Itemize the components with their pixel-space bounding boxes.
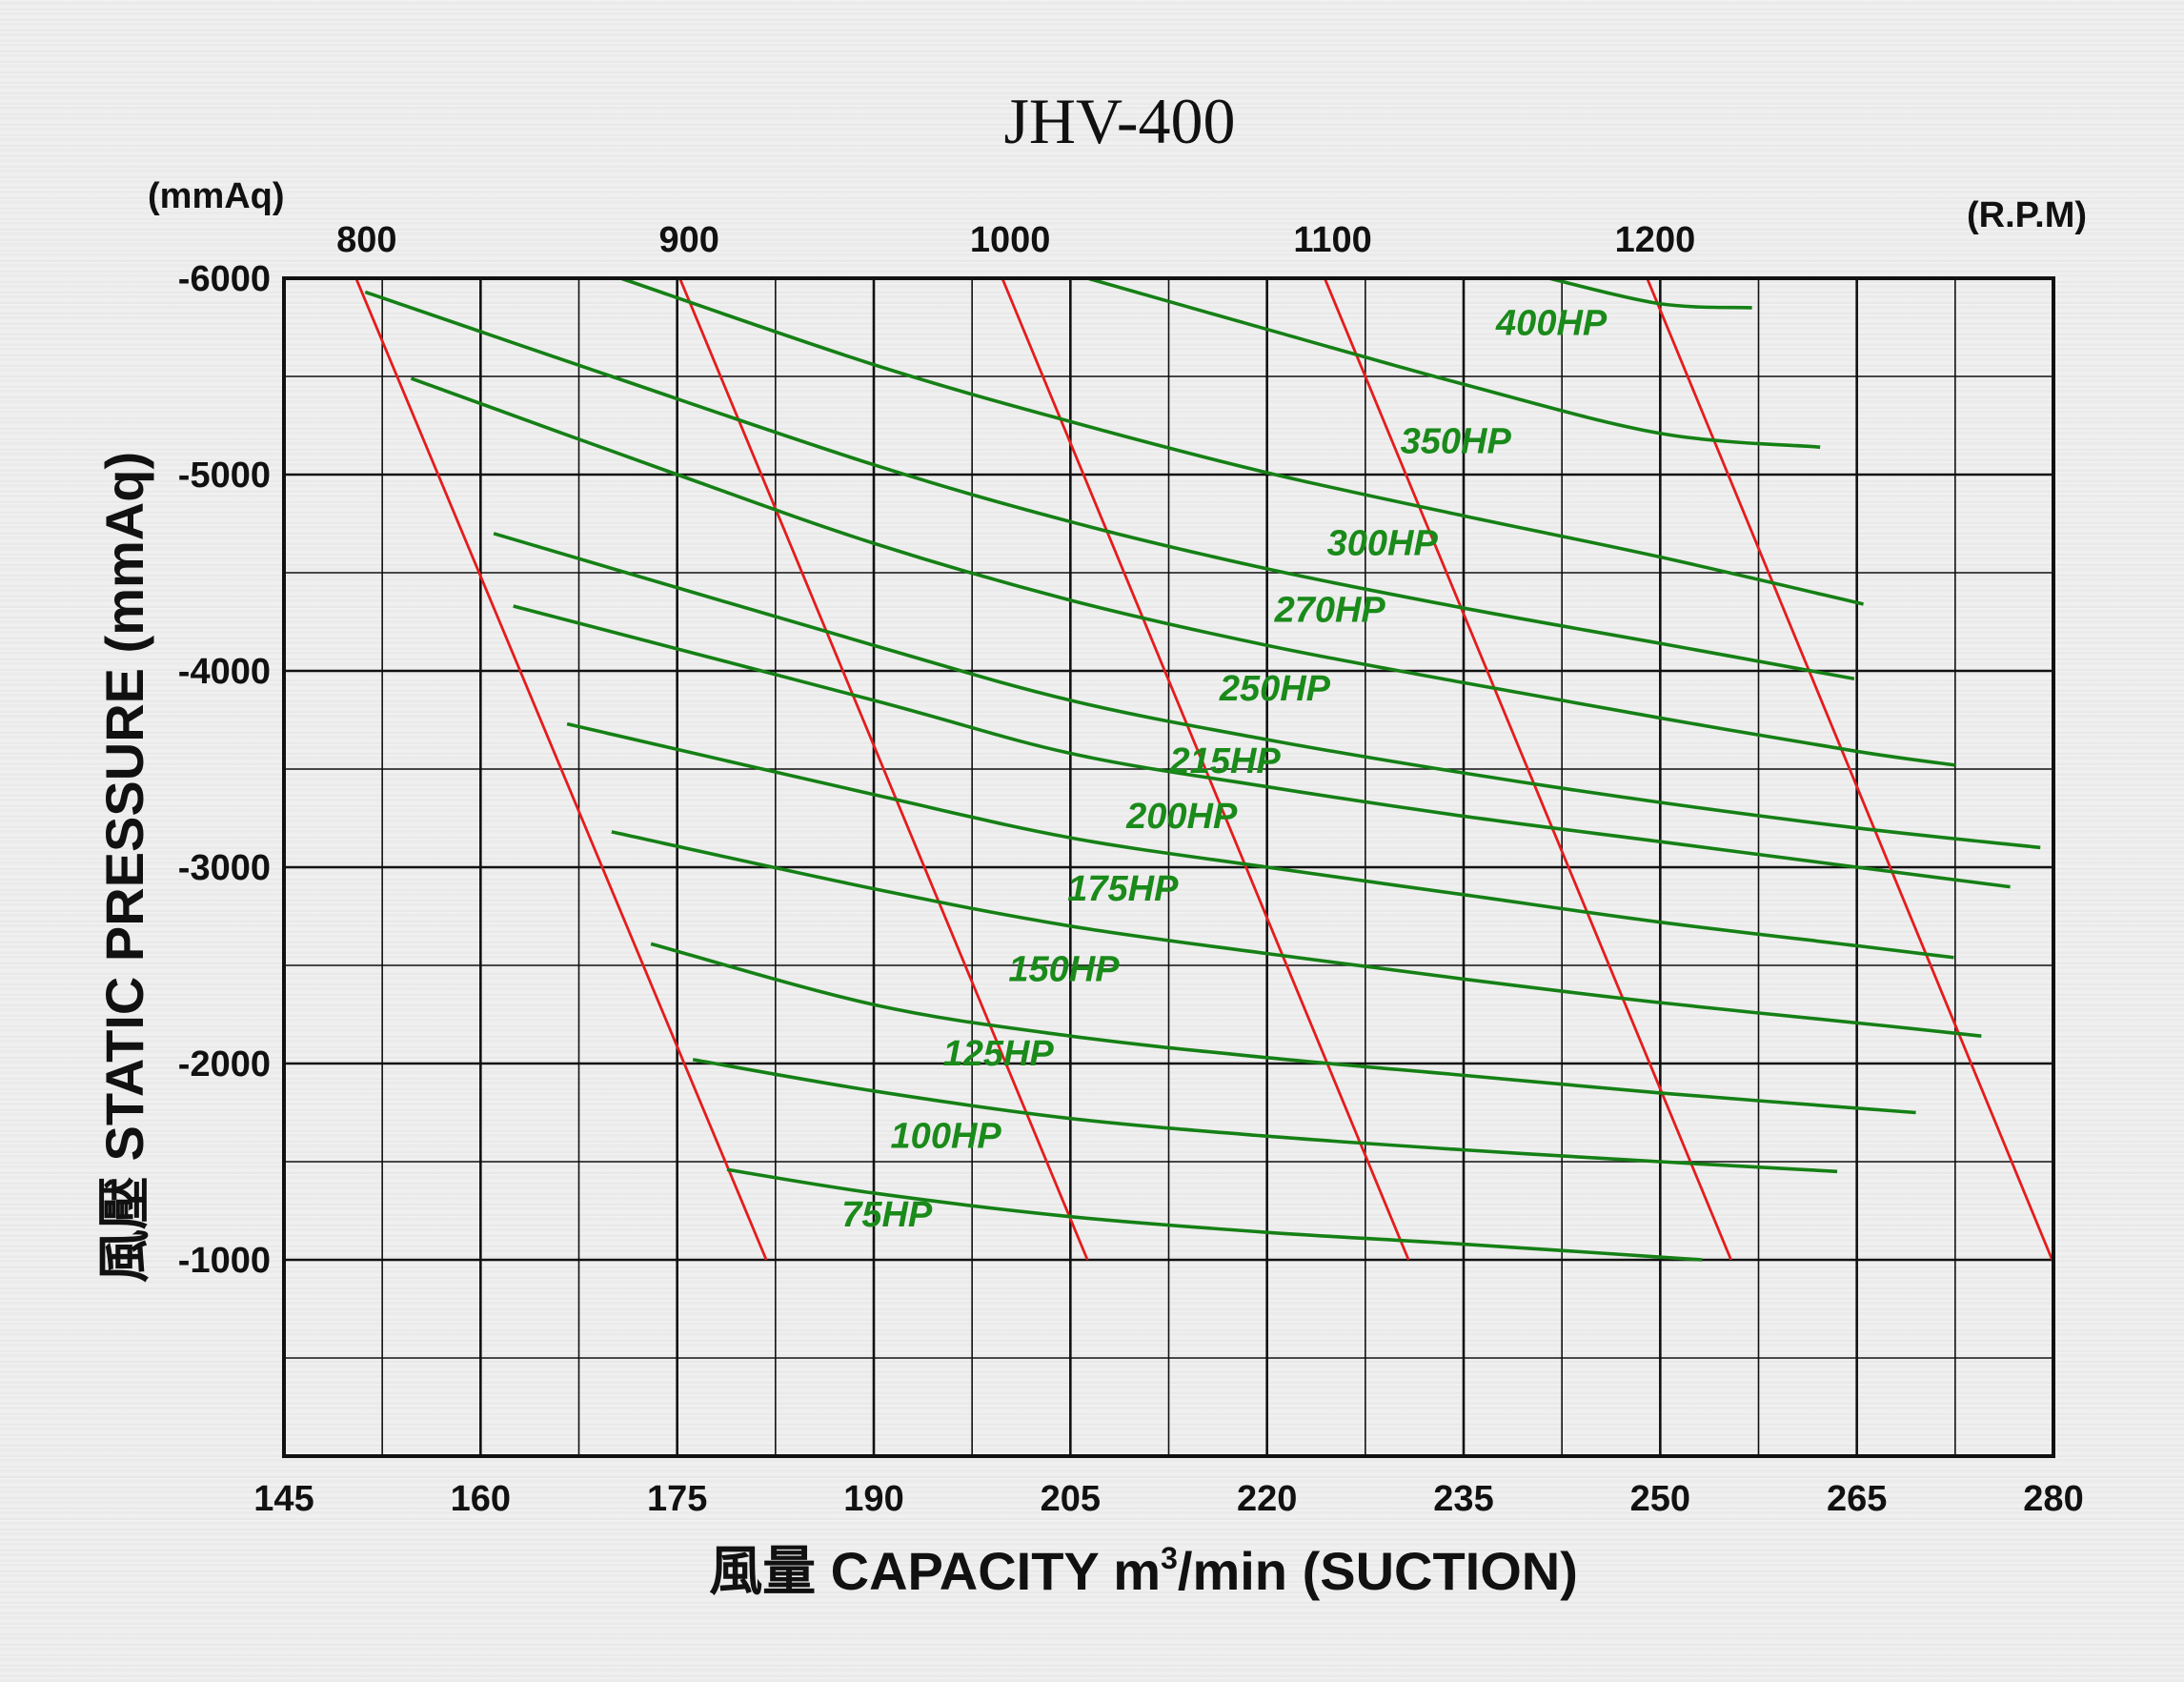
rpm-curves: [354, 277, 2053, 1261]
x-tick-label: 160: [451, 1479, 511, 1519]
hp-line-270hp: [364, 290, 1855, 681]
rpm-axis-ticks: 800 900 1000 1100 1200: [336, 220, 1695, 260]
hp-label-350hp: 350HP: [1401, 421, 1512, 461]
rpm-tick-label: 1100: [1293, 220, 1371, 260]
x-axis-title-tail: /min (SUCTION): [1178, 1541, 1578, 1601]
x-tick-label: 205: [1041, 1479, 1101, 1519]
x-tick-label: 235: [1433, 1479, 1493, 1519]
x-tick-label: 190: [843, 1479, 903, 1519]
hp-curve-labels: 75HP 100HP 125HP 150HP 175HP 200HP 215HP 250HP 2…: [841, 304, 1608, 1235]
hp-line-350hp: [1086, 276, 1821, 449]
hp-line-100hp: [692, 1058, 1838, 1174]
y-tick-label: -6000: [178, 259, 271, 299]
hp-label-150hp: 150HP: [1008, 949, 1120, 989]
hp-line-75hp: [726, 1167, 1703, 1262]
rpm-tick-label: 900: [658, 220, 718, 260]
x-tick-label: 145: [253, 1479, 313, 1519]
hp-line-300hp: [619, 276, 1864, 606]
chart-title: JHV-400: [1003, 85, 1235, 157]
hp-label-215hp: 215HP: [1169, 741, 1282, 781]
y-tick-label: -2000: [178, 1044, 271, 1084]
rpm-tick-label: 800: [336, 220, 396, 260]
hp-label-100hp: 100HP: [891, 1117, 1002, 1157]
hp-line-215hp: [493, 532, 2041, 850]
y-tick-label: -5000: [178, 456, 271, 496]
hp-line-200hp: [513, 604, 2011, 889]
hp-line-125hp: [650, 942, 1916, 1115]
hp-label-125hp: 125HP: [943, 1034, 1055, 1074]
hp-label-175hp: 175HP: [1067, 869, 1179, 909]
hp-curves: [364, 276, 2041, 1262]
x-axis-title: 風量 CAPACITY m3/min (SUCTION): [709, 1541, 1578, 1601]
hp-label-270hp: 270HP: [1274, 591, 1386, 631]
plot-frame: [282, 276, 2055, 1458]
y-axis-title: 風壓 STATIC PRESSURE (mmAq): [94, 452, 154, 1283]
y-tick-label: -3000: [178, 848, 271, 888]
chart-grid: [282, 278, 2055, 1456]
hp-label-400hp: 400HP: [1495, 304, 1608, 344]
x-axis-title-main: 風量 CAPACITY m: [709, 1541, 1161, 1601]
hp-line-400hp: [1548, 276, 1752, 310]
y-tick-label: -1000: [178, 1241, 271, 1281]
rpm-line-800: [354, 277, 768, 1261]
hp-label-75hp: 75HP: [841, 1195, 933, 1235]
hp-label-200hp: 200HP: [1125, 797, 1238, 837]
x-tick-label: 280: [2023, 1479, 2083, 1519]
y-unit-label: (mmAq): [148, 176, 285, 216]
x-tick-label: 265: [1827, 1479, 1887, 1519]
rpm-unit-label: (R.P.M): [1967, 195, 2087, 235]
hp-line-250hp: [410, 376, 1956, 767]
rpm-tick-label: 1000: [970, 220, 1051, 260]
y-tick-label: -4000: [178, 652, 271, 692]
rpm-tick-label: 1200: [1615, 220, 1696, 260]
x-tick-label: 250: [1630, 1479, 1690, 1519]
y-axis-ticks: -1000 -2000 -3000 -4000 -5000 -6000: [178, 259, 271, 1281]
hp-line-175hp: [566, 721, 1954, 960]
x-axis-ticks: 145 160 175 190 205 220 235 250 265 280: [253, 1479, 2083, 1519]
rpm-line-1000: [1001, 277, 1410, 1261]
hp-line-150hp: [611, 830, 1982, 1038]
hp-label-300hp: 300HP: [1327, 523, 1439, 563]
rpm-line-900: [678, 277, 1089, 1261]
rpm-line-1100: [1323, 277, 1732, 1261]
x-tick-label: 220: [1237, 1479, 1297, 1519]
x-tick-label: 175: [647, 1479, 707, 1519]
x-axis-title-superscript: 3: [1161, 1541, 1178, 1575]
hp-label-250hp: 250HP: [1219, 669, 1331, 709]
